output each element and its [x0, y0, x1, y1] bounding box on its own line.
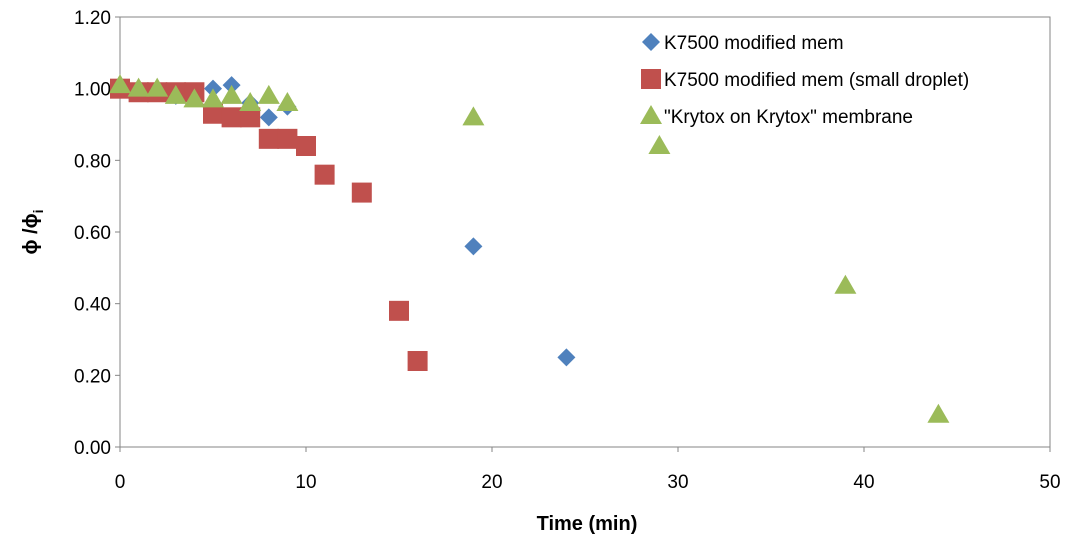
data-point-square	[314, 164, 335, 185]
data-point-diamond	[557, 348, 576, 367]
y-tick-label: 1.20	[74, 8, 111, 29]
data-point-square	[351, 182, 372, 203]
data-point-triangle	[183, 88, 206, 108]
data-point-triangle	[109, 74, 131, 94]
data-point-diamond	[259, 108, 278, 127]
y-axis-title: ϕ /ϕi	[20, 210, 46, 255]
data-point-triangle	[239, 92, 262, 111]
data-point-square	[296, 136, 316, 156]
y-axis-title-subscript: i	[30, 210, 46, 214]
data-point-triangle	[257, 84, 280, 104]
y-tick-label: 0.80	[74, 151, 111, 172]
legend-marker-triangle	[640, 105, 662, 124]
data-point-square	[203, 103, 223, 124]
legend-item: K7500 modified mem	[642, 33, 844, 54]
legend-marker-square	[641, 69, 661, 89]
y-tick-label: 0.00	[74, 438, 111, 459]
x-tick-label: 0	[115, 472, 126, 493]
data-point-triangle	[462, 106, 485, 126]
data-point-triangle	[276, 92, 299, 111]
plot-area	[119, 16, 1051, 448]
data-point-square	[389, 300, 409, 321]
legend-label: "Krytox on Krytox" membrane	[664, 107, 913, 128]
x-tick-label: 20	[481, 472, 502, 493]
data-point-square	[258, 128, 279, 149]
data-point-square	[407, 351, 428, 371]
data-point-triangle	[164, 84, 187, 104]
data-point-square	[240, 107, 261, 128]
data-point-triangle	[648, 135, 671, 154]
legend-label: K7500 modified mem	[664, 33, 844, 54]
x-tick-label: 30	[667, 472, 688, 493]
data-point-triangle	[927, 403, 950, 423]
x-axis: 0 10 20 30 40 50	[115, 447, 1061, 493]
x-tick-label: 50	[1039, 472, 1060, 493]
series-triangle	[109, 74, 950, 423]
y-tick-label: 0.20	[74, 366, 111, 387]
data-series	[109, 74, 950, 423]
y-tick-label: 1.00	[74, 80, 111, 101]
x-tick-label: 10	[295, 472, 316, 493]
legend: K7500 modified mem K7500 modified mem (sm…	[640, 33, 969, 128]
y-tick-label: 0.60	[74, 223, 111, 244]
data-point-diamond	[464, 237, 483, 256]
x-axis-title: Time (min)	[537, 513, 638, 535]
y-tick-label: 0.40	[74, 295, 111, 316]
data-point-square	[277, 128, 298, 149]
y-axis: 0.00 0.20 0.40 0.60 0.80 1.00 1.20	[74, 8, 120, 459]
data-point-triangle	[202, 88, 224, 108]
x-tick-label: 40	[853, 472, 874, 493]
legend-item: K7500 modified mem (small droplet)	[641, 69, 969, 91]
data-point-triangle	[220, 84, 243, 104]
data-point-triangle	[834, 274, 857, 294]
data-point-square	[221, 107, 242, 128]
data-point-triangle	[146, 77, 169, 97]
y-axis-title-main: ϕ /ϕ	[20, 213, 42, 254]
legend-label: K7500 modified mem (small droplet)	[664, 70, 969, 91]
legend-marker-diamond	[642, 33, 660, 51]
legend-item: "Krytox on Krytox" membrane	[640, 105, 913, 128]
data-point-triangle	[127, 77, 150, 97]
